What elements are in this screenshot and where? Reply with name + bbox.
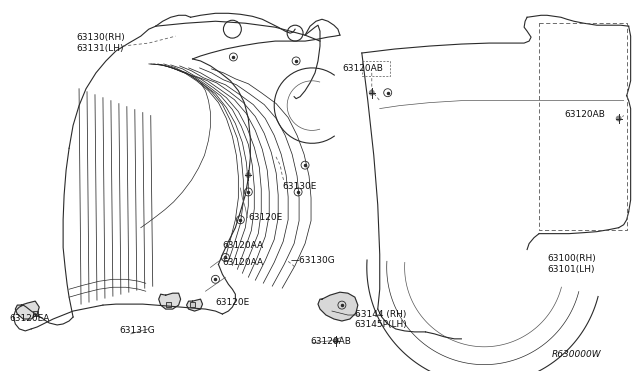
Text: 63120AB: 63120AB (564, 110, 605, 119)
Text: 63120AA: 63120AA (223, 258, 264, 267)
Text: R630000W: R630000W (552, 350, 602, 359)
Text: 63120AA: 63120AA (223, 241, 264, 250)
Text: 63130(RH): 63130(RH) (76, 33, 125, 42)
Text: 63145P(LH): 63145P(LH) (355, 320, 408, 330)
Text: 63131G: 63131G (119, 326, 155, 336)
Text: 63120EA: 63120EA (10, 314, 50, 323)
Text: 63101(LH): 63101(LH) (547, 265, 595, 274)
Bar (33, 311, 38, 315)
Text: 63131(LH): 63131(LH) (76, 44, 124, 52)
Polygon shape (187, 299, 202, 311)
Circle shape (333, 338, 339, 344)
Text: —63130G: —63130G (290, 256, 335, 265)
Text: 63120E: 63120E (248, 213, 283, 222)
Text: 63120AB: 63120AB (310, 337, 351, 346)
Bar (166, 302, 171, 307)
Polygon shape (318, 292, 358, 321)
Text: 63120AB: 63120AB (342, 64, 383, 73)
Polygon shape (15, 301, 39, 319)
Polygon shape (159, 293, 180, 309)
Bar (190, 302, 195, 307)
Circle shape (616, 116, 621, 122)
Text: 63144 (RH): 63144 (RH) (355, 310, 406, 318)
Circle shape (369, 90, 375, 96)
Circle shape (245, 172, 252, 178)
Text: 63130E: 63130E (282, 182, 317, 190)
Text: 63100(RH): 63100(RH) (547, 254, 596, 263)
Text: 63120E: 63120E (216, 298, 250, 307)
